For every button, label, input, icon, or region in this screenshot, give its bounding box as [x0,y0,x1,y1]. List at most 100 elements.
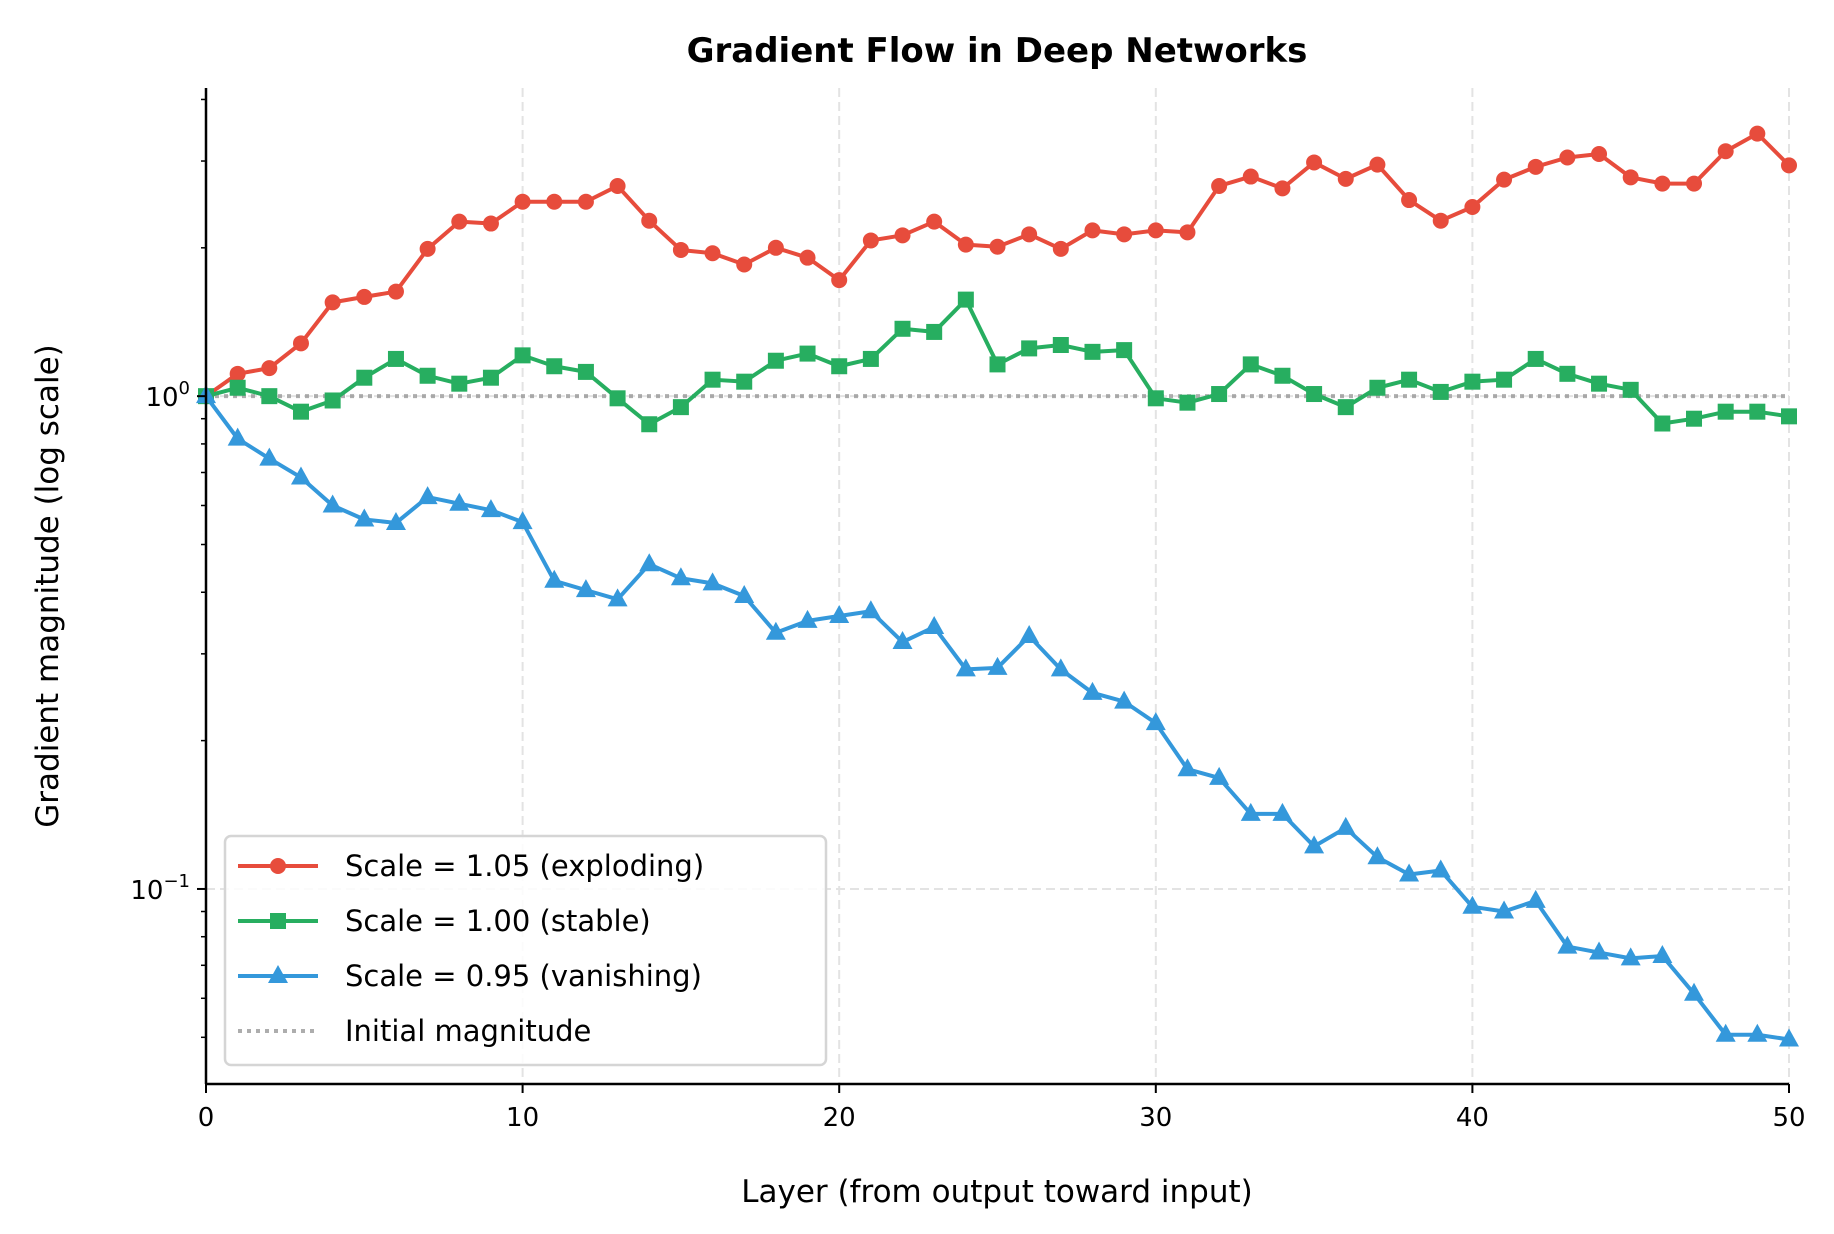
data-point [1145,712,1166,731]
data-point [356,369,373,386]
x-tick-label: 0 [198,1103,215,1133]
data-point [1781,408,1797,425]
data-point [1496,371,1513,388]
x-axis-label: Layer (from output toward input) [741,1174,1253,1210]
data-point [1464,199,1481,216]
data-point [641,212,658,229]
data-point [704,245,721,262]
data-point [1306,154,1323,171]
data-point [1116,342,1133,359]
data-point [1559,149,1576,166]
data-point [957,236,974,253]
data-point [1116,226,1133,243]
data-point [609,390,626,407]
data-point [862,350,879,367]
x-tick-label: 20 [823,1103,856,1133]
legend-label: Initial magnitude [345,1014,591,1048]
legend-box [223,834,828,1067]
data-point [799,249,816,266]
data-point [1557,935,1578,954]
data-point [1525,889,1546,908]
data-point [1084,343,1101,360]
data-point [1401,371,1418,388]
y-tick-label: 10−1 [130,871,190,906]
data-point [767,239,784,256]
data-point [989,356,1006,373]
series-circle [198,125,1797,405]
data-point [514,193,531,210]
data-point [1335,816,1356,835]
data-point [797,609,818,628]
data-point [1432,212,1449,229]
data-point [1272,802,1293,821]
data-point [1747,1023,1768,1042]
data-point [1622,381,1639,398]
data-point [609,177,626,194]
data-point [639,553,660,572]
data-point [1527,158,1544,175]
data-point [892,631,913,650]
data-point [831,358,848,375]
data-point [607,588,628,607]
data-point [1369,156,1386,173]
data-point [767,352,784,369]
data-point [1147,222,1164,239]
data-point [292,335,309,352]
data-point [989,238,1006,255]
legend-entry: Scale = 1.00 (stable) [238,904,651,938]
data-point [482,369,499,386]
legend-entry: Scale = 0.95 (vanishing) [238,959,702,993]
data-point [1337,170,1354,187]
legend-label: Scale = 0.95 (vanishing) [345,959,702,993]
data-point [259,447,280,466]
x-tick-label: 30 [1139,1103,1172,1133]
data-point [387,283,404,300]
data-point [577,193,594,210]
data-point [1591,375,1608,392]
data-point [1179,394,1196,411]
data-point [1620,947,1641,966]
data-point [1019,625,1040,644]
data-point [1686,410,1703,427]
data-point [1684,982,1705,1001]
data-point [1432,383,1449,400]
data-point [512,511,533,530]
axes: 0 10 20 30 40 50 10−1 100 [130,88,1806,1133]
data-point [641,416,658,433]
data-point [860,600,881,619]
data-point [1050,658,1071,677]
data-point [1052,337,1069,354]
data-point [1209,766,1230,785]
data-point [924,616,945,635]
data-point [987,656,1008,675]
data-point [1306,386,1323,403]
data-point [514,347,531,364]
data-point [894,320,911,337]
data-point [736,256,753,273]
y-axis-label: Gradient magnitude (log scale) [30,344,66,828]
data-point [1242,356,1259,373]
data-point [1274,180,1291,197]
data-point [1654,415,1671,432]
data-point [1021,340,1038,357]
data-point [1177,758,1198,777]
data-point [356,288,373,305]
data-point [1082,681,1103,700]
data-point [1274,367,1291,384]
data-point [1749,125,1766,142]
chart-title: Gradient Flow in Deep Networks [687,31,1308,71]
data-point [1652,945,1673,964]
data-point [1527,350,1544,367]
data-point [1496,171,1513,188]
data-point [1715,1023,1736,1042]
data-point [480,499,501,518]
data-point [1367,846,1388,865]
data-point [670,567,691,586]
data-point [926,213,943,230]
data-point [1211,386,1228,403]
data-point [736,373,753,390]
legend-label: Scale = 1.00 (stable) [345,904,651,938]
data-point [1240,802,1261,821]
data-point [1591,146,1608,163]
